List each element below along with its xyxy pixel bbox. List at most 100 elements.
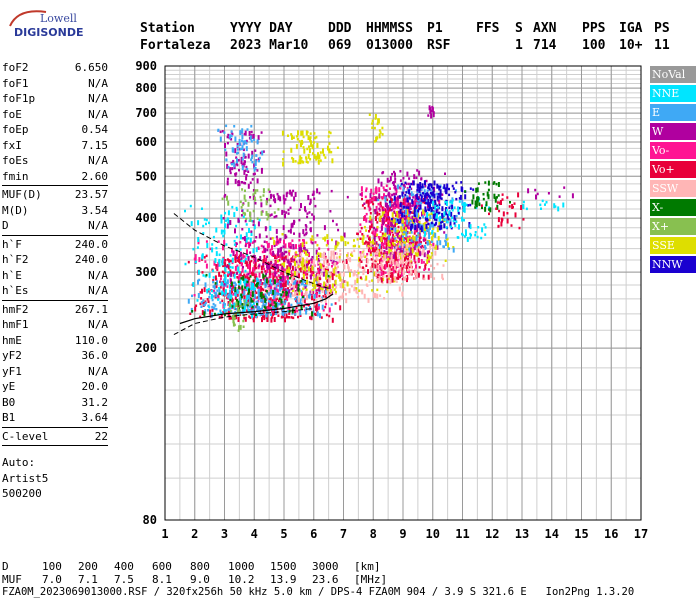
echo-point bbox=[370, 188, 373, 194]
header-label: AXN bbox=[533, 21, 557, 36]
echo-point bbox=[311, 144, 314, 150]
echo-point bbox=[206, 288, 209, 292]
echo-point bbox=[422, 215, 425, 218]
echo-point bbox=[264, 257, 267, 261]
echo-point bbox=[374, 293, 377, 298]
echo-point bbox=[380, 237, 383, 242]
echo-point bbox=[386, 290, 389, 293]
echo-point bbox=[315, 302, 318, 308]
echo-point bbox=[359, 230, 362, 233]
echo-point bbox=[395, 277, 398, 280]
echo-point bbox=[281, 255, 284, 261]
echo-point bbox=[260, 131, 263, 134]
echo-point bbox=[446, 237, 449, 241]
echo-point bbox=[535, 194, 537, 200]
echo-point bbox=[269, 289, 272, 293]
echo-point bbox=[287, 212, 290, 215]
echo-point bbox=[350, 251, 353, 254]
echo-point bbox=[253, 240, 256, 243]
echo-point bbox=[222, 245, 224, 251]
echo-point bbox=[427, 274, 430, 280]
echo-point bbox=[476, 197, 479, 203]
echo-point bbox=[244, 269, 247, 273]
echo-point bbox=[273, 239, 276, 245]
echo-point bbox=[234, 136, 237, 142]
distance-value: [km] bbox=[354, 560, 381, 573]
echo-point bbox=[293, 196, 296, 202]
echo-point bbox=[399, 218, 402, 224]
echo-point bbox=[224, 211, 227, 215]
echo-point bbox=[409, 192, 412, 196]
echo-point bbox=[208, 221, 210, 225]
echo-point bbox=[428, 260, 430, 263]
param-divider bbox=[2, 445, 108, 446]
echo-point bbox=[356, 273, 358, 277]
echo-point bbox=[378, 243, 381, 249]
echo-point bbox=[269, 237, 272, 240]
echo-point bbox=[431, 230, 434, 233]
param-name: yE bbox=[2, 380, 16, 393]
echo-point bbox=[453, 222, 456, 225]
echo-point bbox=[306, 147, 309, 151]
profile-dashed-lower bbox=[173, 308, 314, 336]
echo-point bbox=[270, 285, 273, 291]
echo-point bbox=[238, 283, 241, 286]
echo-point bbox=[275, 264, 278, 267]
echo-point bbox=[418, 221, 421, 224]
param-name: M(D) bbox=[2, 203, 29, 217]
echo-point bbox=[381, 257, 384, 260]
echo-point bbox=[322, 148, 324, 151]
echo-point bbox=[253, 166, 256, 172]
echo-point bbox=[287, 134, 289, 137]
echo-point bbox=[404, 194, 407, 197]
echo-point bbox=[220, 282, 223, 285]
echo-point bbox=[255, 313, 257, 316]
legend-item: SSW bbox=[650, 180, 696, 197]
echo-point bbox=[236, 148, 239, 151]
echo-point bbox=[262, 150, 265, 153]
echo-point bbox=[238, 181, 241, 187]
echo-point bbox=[412, 219, 415, 223]
echo-point bbox=[211, 309, 214, 312]
echo-point bbox=[275, 277, 278, 283]
echo-point bbox=[232, 251, 235, 256]
echo-point bbox=[310, 264, 313, 267]
echo-point bbox=[259, 307, 262, 311]
echo-point bbox=[371, 289, 374, 292]
echo-point bbox=[281, 303, 284, 306]
echo-point bbox=[266, 307, 269, 310]
echo-point bbox=[233, 273, 236, 279]
echo-point bbox=[423, 252, 426, 258]
echo-point bbox=[392, 259, 395, 265]
echo-point bbox=[282, 194, 285, 200]
x-tick-label: 16 bbox=[604, 527, 618, 541]
echo-point bbox=[413, 254, 416, 260]
echo-point bbox=[401, 223, 404, 227]
echo-point bbox=[295, 244, 297, 250]
echo-point bbox=[335, 290, 337, 294]
echo-point bbox=[420, 195, 423, 198]
echo-point bbox=[292, 283, 295, 286]
echo-point bbox=[234, 178, 237, 184]
echo-point bbox=[317, 304, 320, 310]
echo-point bbox=[198, 257, 201, 263]
echo-point bbox=[381, 260, 384, 263]
echo-point bbox=[276, 289, 279, 295]
echo-point bbox=[407, 206, 410, 209]
echo-point bbox=[267, 280, 270, 283]
header-value: 013000 bbox=[366, 38, 413, 53]
echo-point bbox=[401, 234, 403, 238]
echo-point bbox=[209, 247, 212, 251]
echo-point bbox=[318, 154, 321, 160]
echo-point bbox=[390, 268, 393, 271]
echo-point bbox=[273, 284, 276, 288]
echo-point bbox=[409, 247, 412, 253]
echo-point bbox=[388, 257, 391, 260]
echo-point bbox=[226, 195, 228, 201]
echo-point bbox=[231, 266, 234, 269]
echo-point bbox=[209, 292, 211, 295]
echo-point bbox=[356, 278, 359, 284]
echo-point bbox=[293, 257, 296, 263]
echo-point bbox=[230, 279, 232, 282]
echo-point bbox=[445, 201, 448, 206]
